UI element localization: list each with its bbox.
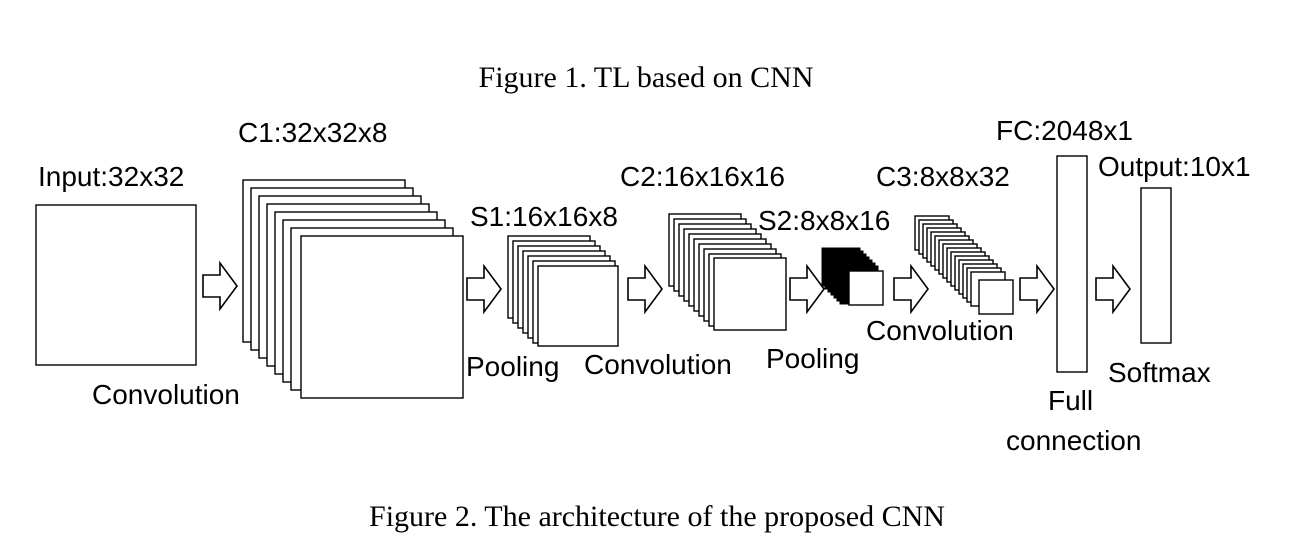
output-layer-label: Output:10x1 (1098, 151, 1251, 182)
figure1-caption: Figure 1. TL based on CNN (479, 61, 814, 94)
fc-layer-box (1056, 155, 1088, 373)
arrow-4-icon (789, 263, 825, 315)
output-layer-box (1140, 187, 1172, 344)
pooling-2-label: Pooling (766, 343, 859, 374)
arrow-5-icon (893, 263, 929, 315)
s1-feature-map-stack (507, 235, 619, 347)
arrow-1-icon (202, 260, 238, 312)
arrow-3-icon (627, 263, 663, 315)
fc-layer-label: FC:2048x1 (996, 115, 1133, 146)
pooling-1-label: Pooling (466, 351, 559, 382)
convolution-2-label: Convolution (584, 349, 732, 380)
c1-feature-map-stack (242, 179, 464, 399)
c3-layer-label: C3:8x8x32 (876, 161, 1010, 192)
arrow-2-icon (466, 263, 502, 315)
c2-feature-map-stack (668, 213, 787, 331)
s1-layer-label: S1:16x16x8 (470, 201, 618, 232)
figure2-caption: Figure 2. The architecture of the propos… (369, 500, 945, 533)
convolution-3-label: Convolution (866, 315, 1014, 346)
input-layer-box (35, 204, 197, 366)
arrow-6-icon (1019, 263, 1055, 315)
arrow-7-icon (1095, 263, 1131, 315)
s2-layer-label: S2:8x8x16 (758, 205, 890, 236)
full-connection-label-line2: connection (1006, 425, 1141, 456)
c2-layer-label: C2:16x16x16 (620, 161, 785, 192)
softmax-label: Softmax (1108, 357, 1211, 388)
s2-feature-map-stack (821, 247, 884, 306)
input-layer-label: Input:32x32 (38, 161, 184, 192)
c3-feature-map-stack (914, 215, 1014, 315)
convolution-1-label: Convolution (92, 379, 240, 410)
full-connection-label-line1: Full (1048, 385, 1093, 416)
c1-layer-label: C1:32x32x8 (238, 117, 387, 148)
